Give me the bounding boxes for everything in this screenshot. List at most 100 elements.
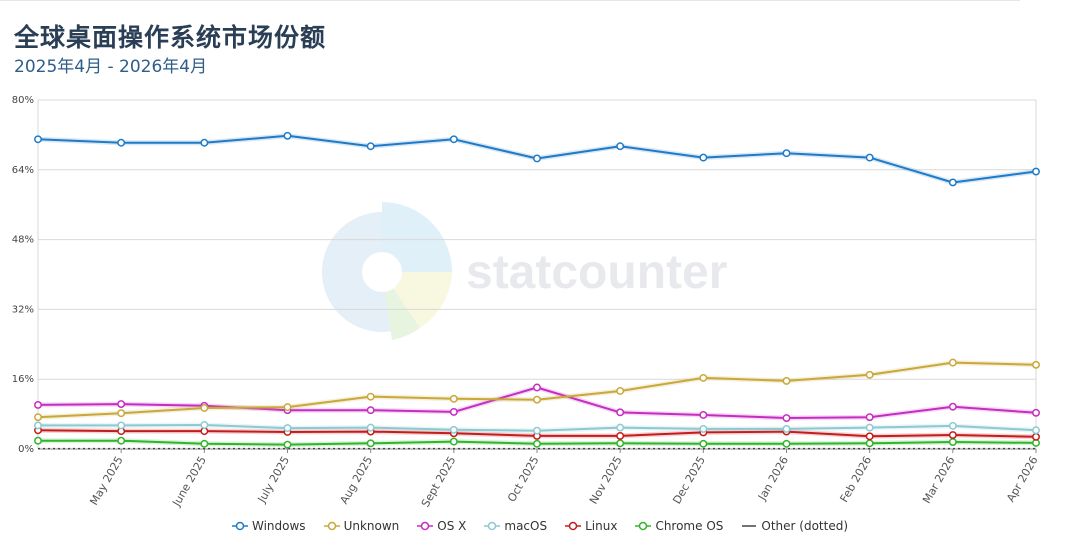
data-point-unknown[interactable] [200, 404, 209, 412]
data-point-chrome-os[interactable] [948, 438, 957, 446]
data-point-macos[interactable] [948, 421, 957, 430]
data-point-linux[interactable] [948, 431, 957, 439]
legend-label: Windows [251, 519, 306, 533]
data-point-chrome-os[interactable] [865, 439, 874, 448]
data-point-os-x[interactable] [1032, 408, 1040, 417]
data-point-unknown[interactable] [366, 392, 375, 401]
data-point-chrome-os[interactable] [699, 439, 708, 448]
statcounter-watermark: statcounter [322, 202, 727, 340]
legend-label: Other (dotted) [761, 519, 849, 533]
data-point-os-x[interactable] [117, 400, 126, 409]
legend-item-linux[interactable]: Linux [565, 519, 617, 533]
data-point-linux[interactable] [1032, 432, 1040, 441]
data-point-chrome-os[interactable] [200, 439, 209, 448]
data-point-chrome-os[interactable] [34, 436, 42, 445]
data-point-unknown[interactable] [533, 395, 541, 404]
data-point-windows[interactable] [449, 135, 458, 144]
data-point-os-x[interactable] [533, 383, 541, 392]
x-tick-label: June 2025 [169, 454, 208, 509]
x-tick-label: Aug 2025 [338, 454, 376, 506]
legend-item-chrome-os[interactable]: Chrome OS [635, 519, 723, 533]
series-macos [34, 421, 1040, 435]
legend-symbol-linux [565, 521, 582, 531]
data-point-unknown[interactable] [34, 413, 42, 422]
data-point-chrome-os[interactable] [449, 437, 458, 446]
data-point-linux[interactable] [616, 431, 625, 440]
watermark-logo-segment-blue [382, 202, 452, 272]
legend-symbol-os-x [417, 521, 434, 531]
data-point-macos[interactable] [865, 423, 874, 432]
x-tick-label: July 2025 [255, 454, 292, 506]
series-layer [34, 131, 1040, 450]
data-point-unknown[interactable] [616, 387, 625, 395]
x-tick-label: Mar 2026 [920, 454, 957, 506]
data-point-windows[interactable] [865, 153, 874, 162]
data-point-unknown[interactable] [948, 358, 957, 367]
data-point-macos[interactable] [699, 424, 708, 433]
data-point-macos[interactable] [366, 423, 375, 432]
data-point-windows[interactable] [1032, 167, 1040, 176]
data-point-os-x[interactable] [782, 414, 791, 422]
legend-label: OS X [437, 519, 467, 533]
data-point-windows[interactable] [782, 149, 791, 158]
data-point-macos[interactable] [117, 421, 126, 430]
legend-item-unknown[interactable]: Unknown [323, 519, 400, 533]
legend-symbol-macos [484, 521, 501, 531]
data-point-windows[interactable] [117, 138, 126, 147]
data-point-chrome-os[interactable] [283, 440, 292, 449]
data-point-windows[interactable] [283, 131, 292, 140]
x-tick-label: Oct 2025 [505, 454, 542, 504]
legend-item-windows[interactable]: Windows [231, 519, 306, 533]
data-point-unknown[interactable] [449, 394, 458, 403]
data-point-macos[interactable] [533, 426, 541, 435]
data-point-macos[interactable] [283, 424, 292, 433]
data-point-os-x[interactable] [449, 407, 458, 416]
data-point-os-x[interactable] [699, 411, 708, 419]
legend-symbol-other-dotted [742, 525, 757, 527]
data-point-os-x[interactable] [948, 402, 957, 411]
data-point-macos[interactable] [782, 424, 791, 433]
watermark-logo-hole [362, 252, 402, 292]
y-tick-label: 80% [12, 95, 34, 106]
data-point-chrome-os[interactable] [533, 439, 541, 448]
data-point-macos[interactable] [449, 425, 458, 434]
data-point-windows[interactable] [948, 178, 957, 187]
legend-item-os-x[interactable]: OS X [417, 519, 466, 533]
data-point-os-x[interactable] [34, 400, 42, 409]
data-point-windows[interactable] [34, 135, 42, 144]
data-point-macos[interactable] [616, 423, 625, 432]
x-tick-label: Apr 2026 [1004, 454, 1041, 504]
data-point-macos[interactable] [1032, 426, 1040, 435]
watermark-text: statcounter [466, 246, 727, 299]
legend-label: Unknown [343, 519, 400, 533]
top-rule [0, 0, 1020, 1]
data-point-windows[interactable] [616, 142, 625, 151]
legend-label: Linux [585, 519, 618, 533]
x-tick-label: Sept 2025 [419, 454, 459, 509]
legend-item-other-dotted[interactable]: Other (dotted) [741, 519, 848, 533]
data-point-chrome-os[interactable] [366, 439, 375, 448]
y-tick-label: 64% [12, 165, 34, 176]
data-point-unknown[interactable] [117, 409, 126, 418]
data-point-unknown[interactable] [283, 403, 292, 412]
data-point-unknown[interactable] [1032, 360, 1040, 369]
data-point-os-x[interactable] [865, 413, 874, 422]
data-point-unknown[interactable] [782, 376, 791, 385]
data-point-chrome-os[interactable] [782, 439, 791, 448]
data-point-os-x[interactable] [616, 408, 625, 417]
data-point-windows[interactable] [533, 154, 541, 163]
data-point-os-x[interactable] [366, 406, 375, 415]
legend-item-macos[interactable]: macOS [484, 519, 547, 533]
data-point-chrome-os[interactable] [117, 436, 126, 445]
data-point-unknown[interactable] [699, 373, 708, 382]
data-point-windows[interactable] [200, 138, 209, 147]
legend-symbol-unknown [323, 521, 340, 531]
data-point-macos[interactable] [200, 421, 209, 429]
data-point-unknown[interactable] [865, 370, 874, 379]
data-point-macos[interactable] [34, 421, 42, 430]
data-point-chrome-os[interactable] [616, 439, 625, 448]
data-point-linux[interactable] [865, 432, 874, 441]
x-tick-label: Jan 2026 [755, 454, 791, 503]
data-point-windows[interactable] [699, 153, 708, 162]
data-point-windows[interactable] [366, 142, 375, 151]
